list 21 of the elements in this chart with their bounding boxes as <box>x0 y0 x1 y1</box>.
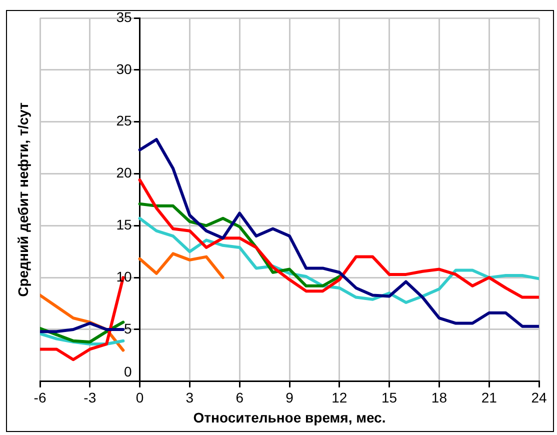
x-axis-title: Относительное время, мес. <box>193 409 386 426</box>
x-tick-label: 0 <box>136 390 144 406</box>
x-tick-label: 6 <box>236 390 244 406</box>
y-tick-label: 30 <box>116 60 132 77</box>
x-tick-label: -3 <box>84 390 96 406</box>
y-tick-label: 10 <box>116 268 132 284</box>
x-tick-label: 9 <box>286 390 294 406</box>
x-tick-label: 18 <box>431 390 448 406</box>
x-tick-label: 15 <box>382 390 398 406</box>
y-axis-title: Средний дебит нефти, т/сут <box>14 102 31 297</box>
x-tick-label: 3 <box>186 390 194 406</box>
y-tick-label: 5 <box>124 320 132 336</box>
y-tick-label: 25 <box>116 112 132 129</box>
y-tick-label: 35 <box>116 8 132 25</box>
y-tick-label: 0 <box>124 363 132 380</box>
x-tick-label: 24 <box>531 390 547 406</box>
y-tick-label: 15 <box>116 216 132 233</box>
x-tick-label: 12 <box>332 390 348 406</box>
y-tick-label: 20 <box>116 164 132 181</box>
x-tick-label: 21 <box>481 390 498 406</box>
x-tick-label: -6 <box>34 390 46 406</box>
